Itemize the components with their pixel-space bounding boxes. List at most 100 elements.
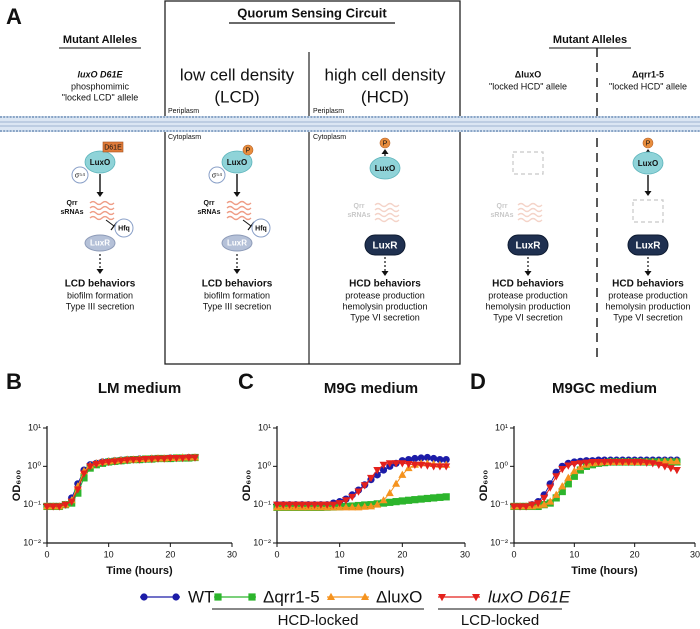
y-tick-label: 10⁻¹ [23,499,41,509]
y-tick-label: 10¹ [28,422,41,432]
data-point [672,457,681,465]
data-point [135,456,144,464]
circuit-title: Quorum Sensing Circuit [237,5,387,20]
behavior-item: hemolysin production [342,301,427,311]
data-point [329,501,338,509]
behavior-item: biofilm formation [67,290,133,300]
circuit-box [164,0,461,365]
legend-marker [140,593,148,601]
legend-marker [327,592,335,600]
series-line [277,462,447,506]
behavior-item: Type III secretion [66,301,135,311]
qrr-srna [517,207,543,213]
chart-title: LM medium [98,380,181,397]
qrr-label: Qrr [204,200,215,207]
data-point [528,501,537,509]
x-tick-label: 30 [690,549,700,559]
arrow-head [233,269,241,274]
data-point [279,501,288,509]
data-point [373,467,382,475]
phosphate-label: P [383,140,388,147]
behavior-title: HCD behaviors [612,279,684,290]
sigma-label: σ⁵⁴ [212,172,222,179]
data-point [191,454,199,462]
data-point [43,503,51,511]
absent-protein [512,151,544,175]
data-point [367,474,375,483]
data-point [354,488,363,496]
hfq-protein [114,218,134,238]
qrr-label: Qrr [354,203,365,210]
x-tick-label: 30 [227,549,237,559]
sigma-factor [208,166,226,184]
data-point [178,454,187,463]
qrr-srna [89,215,115,221]
data-point [410,461,419,469]
data-point [606,458,615,467]
condition-label: low cell density [180,65,295,84]
panel-label: B [6,369,22,394]
data-point [666,465,675,473]
behavior-item: hemolysin production [605,301,690,311]
x-tick-label: 0 [274,549,279,559]
data-point [323,501,332,509]
data-point [636,458,645,467]
data-point [386,498,394,506]
luxr-label: LuxR [636,241,662,252]
x-tick-label: 30 [460,549,470,559]
y-tick-label: 10¹ [495,422,508,432]
qrr-srna [517,217,543,223]
luxr-protein [364,234,406,256]
legend-label: ΔluxO [376,587,422,606]
legend-label: Δqrr1-5 [263,587,320,606]
absent-protein [632,199,664,223]
data-point [379,461,388,469]
arrow-head [233,192,241,197]
arrow-head [644,271,652,276]
data-point [672,467,681,475]
data-point [367,502,375,510]
data-point [166,454,175,463]
data-point [298,501,307,509]
qrr-srna [374,202,400,208]
data-point [61,501,70,509]
behavior-item: protease production [345,290,425,300]
data-point [552,490,561,498]
data-point [648,460,657,468]
column-header: Mutant Alleles [63,34,137,46]
data-point [660,463,669,471]
luxo-label: LuxO [375,164,395,173]
data-point [348,493,357,502]
data-point [92,461,101,469]
data-point [442,493,450,501]
phosphate [642,137,654,149]
data-point [398,460,407,468]
arrow-head [96,269,104,274]
luxr-label: LuxR [373,241,399,252]
condition-label: high cell density [325,65,446,84]
panel-label: D [470,369,486,394]
y-tick-label: 10⁰ [27,461,41,471]
x-axis-label: Time (hours) [106,565,173,577]
behavior-item: protease production [608,290,688,300]
data-point [570,472,578,480]
data-point [55,503,64,511]
qrr-srna [517,212,543,218]
qrr-label: sRNAs [491,212,514,219]
data-point [123,457,132,465]
legend-marker [248,593,256,601]
legend-marker [438,594,446,602]
data-point [360,482,369,490]
data-point [630,458,639,467]
data-point [435,463,444,471]
data-point [540,494,549,503]
data-point [510,503,518,511]
data-point [147,456,156,464]
x-tick-label: 20 [397,549,407,559]
data-point [417,461,426,469]
data-point [398,470,407,478]
legend-marker [172,593,180,601]
behavior-item: protease production [488,290,568,300]
y-axis-label: OD₆₀₀ [241,470,253,501]
